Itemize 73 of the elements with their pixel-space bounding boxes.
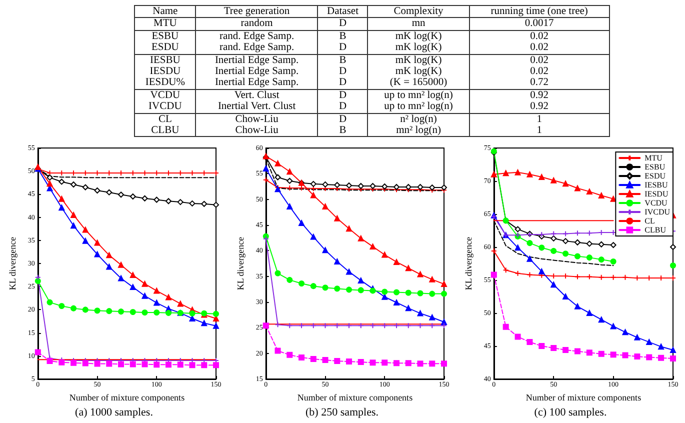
text: 0.02 <box>469 66 610 78</box>
text: 0.02 <box>469 42 610 54</box>
text: IESDU% <box>134 77 196 90</box>
text: 0.02 <box>469 30 610 42</box>
y-axis-title: KL divergence <box>236 236 246 290</box>
text: mn² log(n) <box>368 125 470 137</box>
text: (K = 165000) <box>368 77 470 90</box>
text: mK log(K) <box>368 66 470 78</box>
text: MTU <box>134 18 196 30</box>
text: Inertial Edge Samp. <box>196 54 318 66</box>
legend-label: IESBU <box>644 180 668 190</box>
text: IVCDU <box>134 101 196 114</box>
text: rand. Edge Samp. <box>196 42 318 54</box>
legend-label: IESDU <box>644 190 668 198</box>
text: B <box>318 125 368 137</box>
category-label: Complexity <box>368 6 470 18</box>
text: 1 <box>469 113 610 126</box>
legend-label: VCDU <box>644 198 668 208</box>
category-label: Dataset <box>318 6 368 18</box>
text: mK log(K) <box>368 42 470 54</box>
text: IESDU <box>134 66 196 78</box>
text: 0.02 <box>469 54 610 66</box>
x-axis-title: Number of mixture components <box>297 392 414 402</box>
text: ESBU <box>134 30 196 42</box>
y-axis-title: KL divergence <box>464 236 474 290</box>
legend-label: CL <box>644 216 656 226</box>
legend-label: ESBU <box>644 162 666 172</box>
text: ESDU <box>134 42 196 54</box>
text: mK log(K) <box>368 30 470 42</box>
text: CLBU <box>134 125 196 137</box>
category-label: running time (one tree) <box>469 6 610 18</box>
text: (c) 100 samples. <box>534 406 607 418</box>
text: random <box>196 18 318 30</box>
x-axis-title: Number of mixture components <box>526 392 642 402</box>
text: D <box>318 89 368 102</box>
text: D <box>318 101 368 114</box>
text: mn <box>368 18 470 30</box>
text: Chow-Liu <box>196 113 318 126</box>
text: B <box>318 54 368 66</box>
text: Vert. Clust <box>196 89 318 102</box>
text: up to mn² log(n) <box>368 89 470 102</box>
text: 1 <box>469 125 610 137</box>
text: D <box>318 113 368 126</box>
text: Chow-Liu <box>196 125 318 137</box>
text: D <box>318 66 368 78</box>
text: B <box>318 30 368 42</box>
legend-label: IVCDU <box>644 208 670 216</box>
text: Inertial Edge Samp. <box>196 77 318 90</box>
text: 0.92 <box>469 101 610 114</box>
text: VCDU <box>134 89 196 102</box>
text: D <box>318 77 368 90</box>
text: 0.92 <box>469 89 610 102</box>
text: CL <box>134 113 196 126</box>
y-axis-title: KL divergence <box>8 236 18 290</box>
category-label: Name <box>134 6 196 18</box>
text: D <box>318 18 368 30</box>
x-axis-title: Number of mixture components <box>69 392 186 402</box>
text: D <box>318 42 368 54</box>
category-label: Tree generation <box>196 6 318 18</box>
legend-label: CLBU <box>644 226 666 234</box>
text: mK log(K) <box>368 54 470 66</box>
text: 0.0017 <box>469 18 610 30</box>
text: up to mn² log(n) <box>368 101 470 114</box>
text: n² log(n) <box>368 113 470 126</box>
text: IESBU <box>134 54 196 66</box>
text: Inertial Vert. Clust <box>196 101 318 114</box>
legend-label: MTU <box>644 154 663 162</box>
text: (b) 250 samples. <box>305 406 379 418</box>
legend-label: ESDU <box>644 172 666 180</box>
text: Inertial Edge Samp. <box>196 66 318 78</box>
text: 0.72 <box>469 77 610 90</box>
text: rand. Edge Samp. <box>196 30 318 42</box>
text: (a) 1000 samples. <box>75 406 154 418</box>
